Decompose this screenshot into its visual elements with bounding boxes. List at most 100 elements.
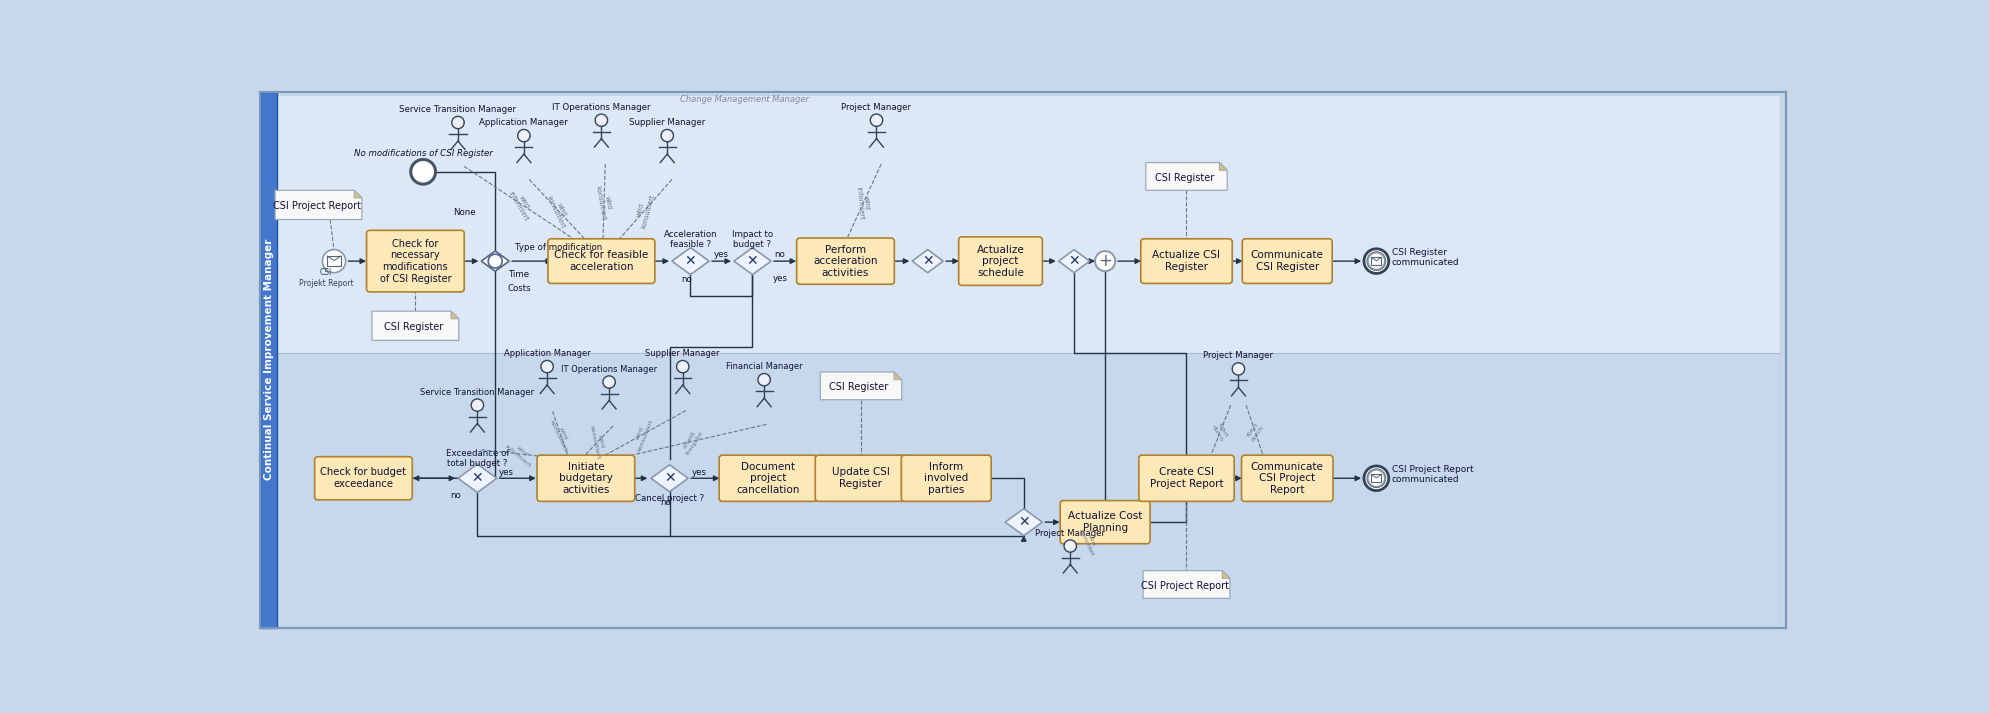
Text: wird
konsultiert: wird konsultiert xyxy=(545,192,571,230)
Text: führt
durch: führt durch xyxy=(1211,421,1229,442)
Circle shape xyxy=(603,376,615,388)
Polygon shape xyxy=(672,247,708,275)
FancyBboxPatch shape xyxy=(1241,455,1333,501)
Text: Actualize
project
schedule: Actualize project schedule xyxy=(977,245,1024,278)
Text: Inform
involved
parties: Inform involved parties xyxy=(923,461,969,495)
FancyBboxPatch shape xyxy=(1138,455,1233,501)
Text: yes: yes xyxy=(714,250,728,260)
Text: +: + xyxy=(1098,252,1112,270)
Text: Time: Time xyxy=(509,270,529,279)
Circle shape xyxy=(758,374,770,386)
Text: führt
durch: führt durch xyxy=(1245,421,1265,442)
Polygon shape xyxy=(1058,250,1090,272)
FancyBboxPatch shape xyxy=(276,353,1780,626)
FancyBboxPatch shape xyxy=(901,455,991,501)
Text: Exceedance of
total budget ?: Exceedance of total budget ? xyxy=(446,448,509,468)
Circle shape xyxy=(487,255,501,268)
Text: Communicate
CSI Project
Report: Communicate CSI Project Report xyxy=(1251,461,1323,495)
Text: Financial Manager: Financial Manager xyxy=(726,362,802,371)
Text: Communicate
CSI Register: Communicate CSI Register xyxy=(1251,250,1323,272)
Text: Continual Service Improvement Manager: Continual Service Improvement Manager xyxy=(265,239,274,481)
Text: No modifications of CSI Register: No modifications of CSI Register xyxy=(354,149,491,158)
Text: ✕: ✕ xyxy=(921,254,933,268)
Text: Initiate
budgetary
activities: Initiate budgetary activities xyxy=(559,461,613,495)
Polygon shape xyxy=(457,464,497,493)
Text: Check for budget
exceedance: Check for budget exceedance xyxy=(320,468,406,489)
Text: Project Manager: Project Manager xyxy=(1034,528,1104,538)
Text: yes: yes xyxy=(499,468,513,476)
Circle shape xyxy=(1362,466,1388,491)
Text: ✕: ✕ xyxy=(1018,515,1028,529)
Text: Costs: Costs xyxy=(507,284,531,292)
FancyBboxPatch shape xyxy=(959,237,1042,285)
FancyBboxPatch shape xyxy=(537,455,634,501)
Text: wird
konsultiert: wird konsultiert xyxy=(633,192,654,230)
Text: Acceleration
feasible ?: Acceleration feasible ? xyxy=(664,230,716,250)
Text: Type of modification: Type of modification xyxy=(515,242,601,252)
Text: Check for
necessary
modifications
of CSI Register: Check for necessary modifications of CSI… xyxy=(380,239,452,284)
Polygon shape xyxy=(481,251,509,271)
Text: Create CSI
Project Report: Create CSI Project Report xyxy=(1150,468,1223,489)
Text: Document
project
cancellation: Document project cancellation xyxy=(736,461,800,495)
FancyBboxPatch shape xyxy=(547,239,654,284)
Circle shape xyxy=(1094,251,1114,271)
FancyBboxPatch shape xyxy=(796,238,893,284)
Polygon shape xyxy=(1142,570,1229,598)
Text: Supplier Manager: Supplier Manager xyxy=(629,118,704,127)
Circle shape xyxy=(1366,469,1384,488)
Polygon shape xyxy=(372,311,459,340)
FancyBboxPatch shape xyxy=(1140,239,1231,284)
Text: Change Management Manager: Change Management Manager xyxy=(680,95,810,104)
Text: CSI Project Report: CSI Project Report xyxy=(272,202,360,212)
Text: Service Transition Manager: Service Transition Manager xyxy=(420,388,535,396)
Text: Project Manager: Project Manager xyxy=(841,103,911,112)
Text: no: no xyxy=(660,498,670,507)
Polygon shape xyxy=(893,372,901,380)
Text: erteilt
Freigabe: erteilt Freigabe xyxy=(680,426,704,456)
Text: ✕: ✕ xyxy=(684,254,696,268)
Text: Project Manager: Project Manager xyxy=(1203,352,1273,361)
Polygon shape xyxy=(819,372,901,400)
FancyBboxPatch shape xyxy=(314,457,412,500)
Text: IT Operations Manager: IT Operations Manager xyxy=(551,103,650,112)
Circle shape xyxy=(660,130,672,142)
Text: wird
informiert: wird informiert xyxy=(507,187,535,222)
Text: no: no xyxy=(774,250,784,260)
Text: wird
konsultiert: wird konsultiert xyxy=(549,417,573,453)
Text: Actualize CSI
Register: Actualize CSI Register xyxy=(1152,250,1219,272)
Polygon shape xyxy=(354,190,362,198)
Text: CSI Register
communicated: CSI Register communicated xyxy=(1390,247,1458,267)
Circle shape xyxy=(1064,540,1076,552)
Text: Update CSI
Register: Update CSI Register xyxy=(831,468,889,489)
Text: ✕: ✕ xyxy=(664,471,674,486)
Text: yes: yes xyxy=(772,274,788,282)
Polygon shape xyxy=(452,311,459,319)
FancyBboxPatch shape xyxy=(718,455,815,501)
Circle shape xyxy=(1366,252,1384,270)
Text: ✕: ✕ xyxy=(1068,254,1080,268)
FancyBboxPatch shape xyxy=(366,230,463,292)
Text: wird
informiert: wird informiert xyxy=(855,186,871,220)
Circle shape xyxy=(517,130,529,142)
FancyBboxPatch shape xyxy=(1241,239,1331,284)
Text: ✕: ✕ xyxy=(746,254,758,268)
Polygon shape xyxy=(734,247,770,275)
FancyBboxPatch shape xyxy=(815,455,907,501)
Circle shape xyxy=(541,361,553,373)
Text: CSI Register: CSI Register xyxy=(829,382,889,392)
Text: IT Operations Manager: IT Operations Manager xyxy=(561,364,656,374)
Text: Application Manager: Application Manager xyxy=(479,118,569,127)
Text: CSI Project Report
communicated: CSI Project Report communicated xyxy=(1390,465,1472,484)
Polygon shape xyxy=(1219,163,1227,170)
Text: Application Manager: Application Manager xyxy=(503,349,591,358)
FancyBboxPatch shape xyxy=(261,92,1784,628)
Text: CSI Register: CSI Register xyxy=(1154,173,1213,183)
Text: Check for feasible
acceleration: Check for feasible acceleration xyxy=(555,250,648,272)
Text: Service Transition Manager: Service Transition Manager xyxy=(400,105,517,114)
FancyBboxPatch shape xyxy=(276,95,1780,353)
FancyBboxPatch shape xyxy=(1060,501,1150,544)
Circle shape xyxy=(1231,363,1243,375)
Polygon shape xyxy=(1221,570,1229,578)
Circle shape xyxy=(595,114,607,126)
Text: CSI Project Report: CSI Project Report xyxy=(1140,581,1227,591)
